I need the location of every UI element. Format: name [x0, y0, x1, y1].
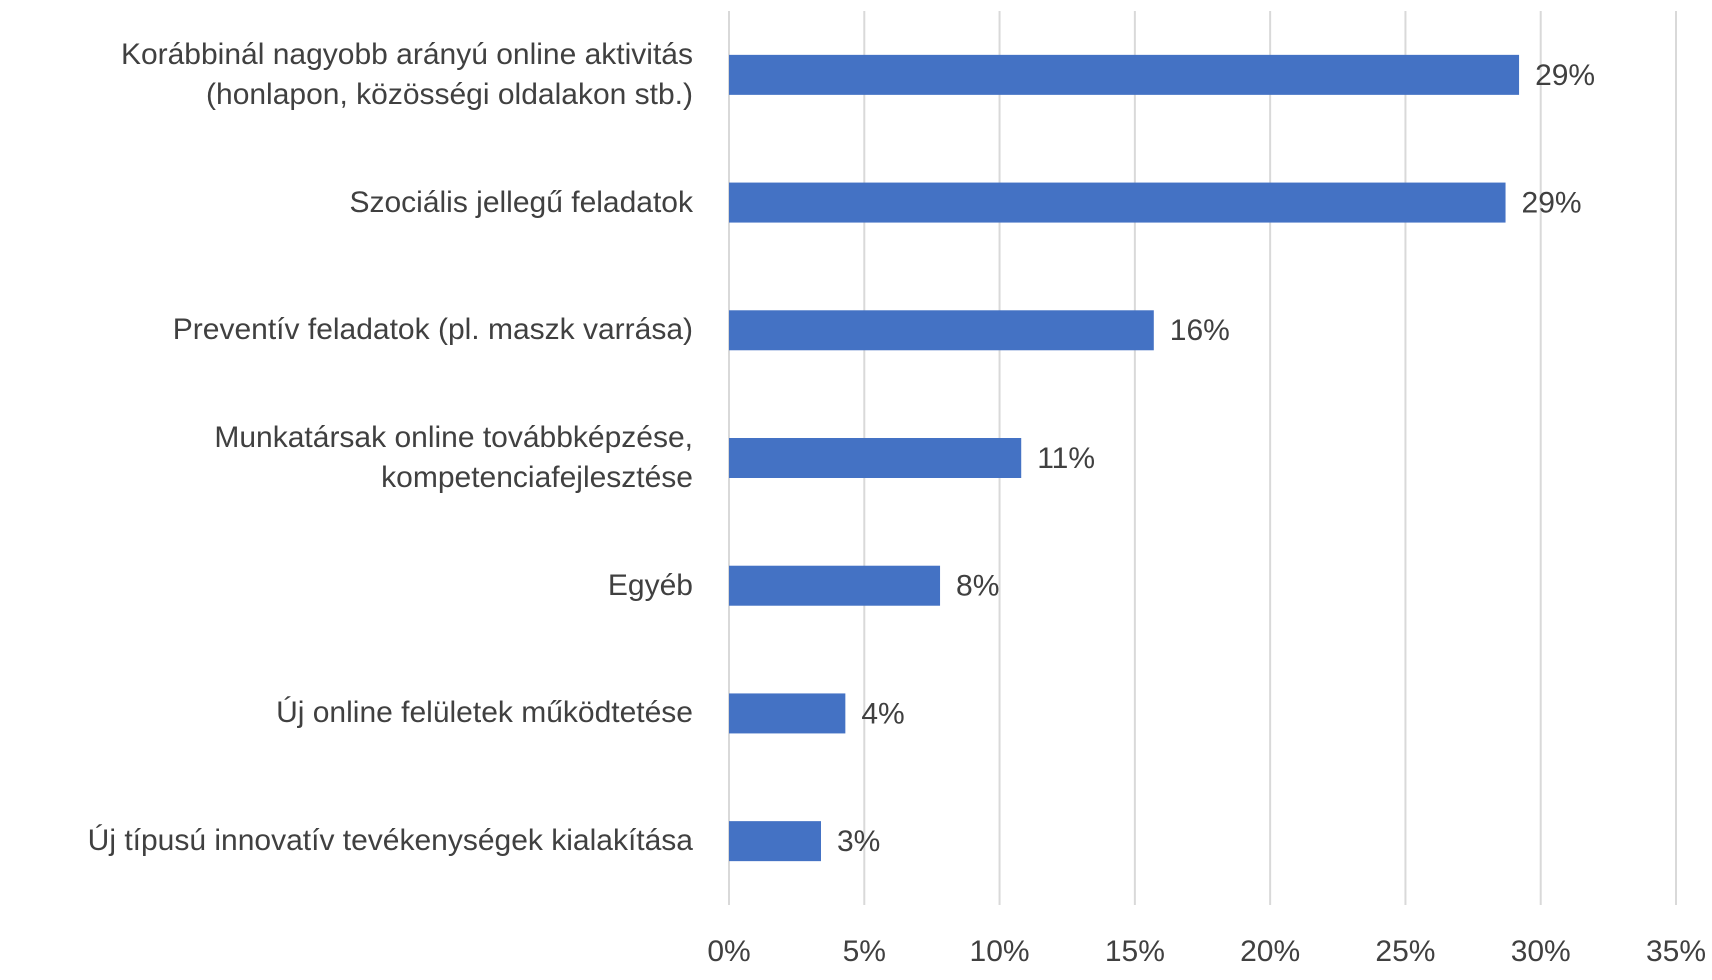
data-label: 16% — [1170, 314, 1230, 347]
x-tick-label: 25% — [1375, 935, 1435, 968]
x-tick-label: 0% — [707, 935, 750, 968]
x-tick-label: 5% — [843, 935, 886, 968]
data-label: 8% — [956, 570, 999, 603]
data-label: 29% — [1535, 59, 1595, 92]
data-label: 3% — [837, 825, 880, 858]
x-tick-label: 10% — [970, 935, 1030, 968]
x-tick-label: 35% — [1646, 935, 1706, 968]
x-tick-label: 20% — [1240, 935, 1300, 968]
bar — [729, 438, 1022, 478]
bar — [729, 182, 1506, 223]
bar — [729, 821, 821, 862]
y-tick-label: Új online felületek működtetése — [276, 696, 693, 730]
bar — [729, 693, 846, 734]
bar — [729, 565, 941, 606]
y-tick-label: Preventív feladatok (pl. maszk varrása) — [172, 313, 693, 347]
y-tick-label: Munkatársak online továbbképzése, kompet… — [214, 421, 693, 494]
x-tick-label: 15% — [1105, 935, 1165, 968]
y-tick-label: Szociális jellegű feladatok — [349, 185, 693, 219]
data-label: 4% — [861, 697, 904, 730]
y-tick-label: Egyéb — [607, 568, 693, 602]
data-label: 11% — [1037, 442, 1095, 475]
bar — [729, 54, 1520, 95]
x-tick-label: 30% — [1511, 935, 1571, 968]
data-label: 29% — [1522, 186, 1582, 219]
bar — [729, 310, 1154, 351]
y-tick-label: Új típusú innovatív tevékenységek kialak… — [87, 824, 693, 858]
y-tick-label: Korábbinál nagyobb arányú online aktivit… — [120, 37, 693, 111]
